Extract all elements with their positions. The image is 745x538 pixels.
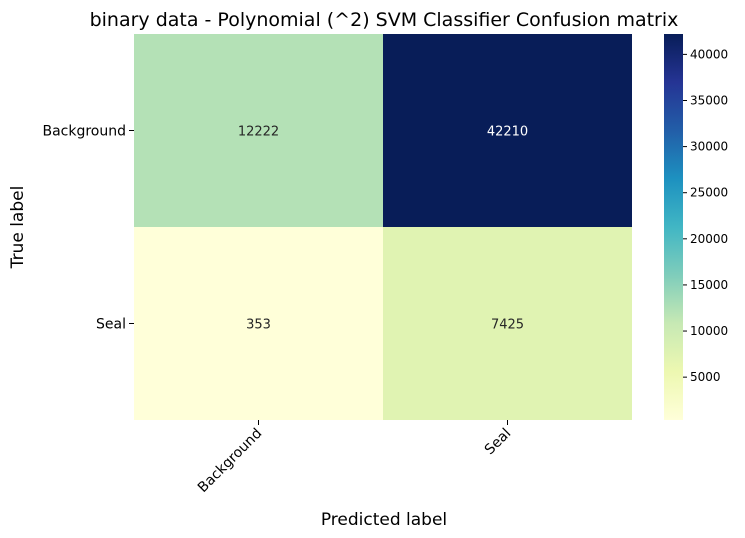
heatmap-cell xyxy=(383,34,632,227)
cell-value-label: 12222 xyxy=(238,125,279,140)
y-axis-ticks: Background Seal xyxy=(42,124,134,333)
y-axis-label: True label xyxy=(8,186,28,270)
colorbar-tick-label: 25000 xyxy=(690,186,728,200)
heatmap-cell xyxy=(134,34,383,227)
colorbar-tick-label: 5000 xyxy=(690,370,721,384)
heatmap-cell xyxy=(383,227,632,420)
colorbar-ticks: 5000 10000 15000 20000 25000 30000 35000 40000 xyxy=(683,47,728,384)
colorbar-tick-label: 15000 xyxy=(690,278,728,292)
y-tick-label: Background xyxy=(42,124,126,140)
x-tick-label: Background xyxy=(195,426,265,496)
colorbar xyxy=(664,34,683,420)
colorbar-tick-label: 35000 xyxy=(690,93,728,107)
colorbar-tick-label: 30000 xyxy=(690,140,728,154)
colorbar-tick-label: 40000 xyxy=(690,47,728,61)
x-tick-label: Seal xyxy=(482,426,515,459)
heatmap-cells: 12222 42210 353 7425 xyxy=(134,34,632,420)
colorbar-tick-label: 10000 xyxy=(690,324,728,338)
cell-value-label: 353 xyxy=(246,318,271,333)
cell-value-label: 7425 xyxy=(491,318,524,333)
y-tick-label: Seal xyxy=(96,317,126,333)
heatmap-cell xyxy=(134,227,383,420)
x-axis-label: Predicted label xyxy=(321,510,447,530)
x-axis-ticks: Background Seal xyxy=(195,420,514,496)
chart-title: binary data - Polynomial (^2) SVM Classi… xyxy=(90,9,679,31)
cell-value-label: 42210 xyxy=(487,125,528,140)
colorbar-tick-label: 20000 xyxy=(690,232,728,246)
